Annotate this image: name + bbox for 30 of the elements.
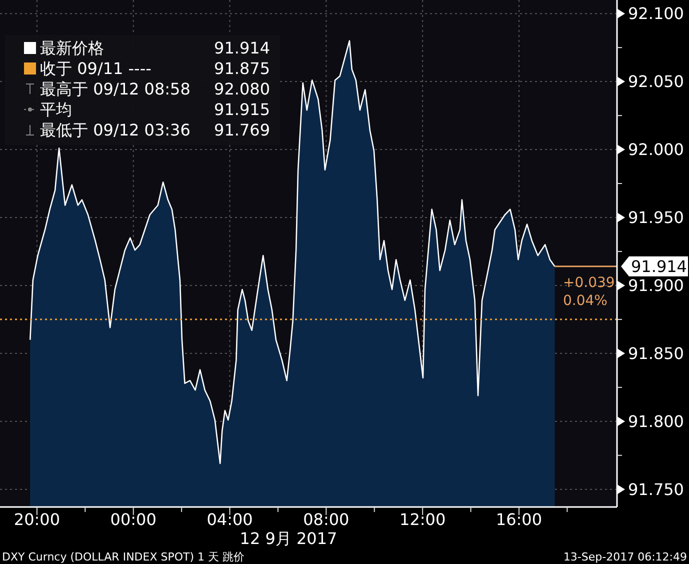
- x-axis-title: 12 9月 2017: [240, 529, 338, 548]
- legend-label: 收于 09/11 ----: [40, 59, 152, 78]
- text: 13-Sep-2017 06:12:49: [563, 550, 687, 564]
- legend-label: 最新价格: [40, 38, 104, 58]
- annotation: 最高于 09/12 08:58: [40, 80, 190, 98]
- y-tick-label: 91.750: [628, 480, 684, 499]
- ref-line-label: 91.914: [631, 256, 687, 276]
- y-tick-label: 92.000: [628, 140, 684, 160]
- annotation: 91.875: [214, 59, 270, 78]
- annotation: 0.04%: [563, 293, 608, 309]
- y-tick-label: 92.100: [628, 4, 684, 24]
- y-tick-label: 91.950: [628, 208, 684, 227]
- annotation: 92.080: [214, 80, 270, 98]
- annotation: +0.039: [563, 275, 615, 291]
- x-tick-label: 04:00: [206, 510, 253, 529]
- x-tick-label: 16:00: [496, 510, 542, 529]
- y-tick-label: 91.850: [628, 344, 684, 363]
- y-tick-label: 91.800: [628, 412, 684, 431]
- annotation: 平均: [40, 100, 72, 119]
- annotation: 91.914: [214, 38, 270, 58]
- annotation: 91.769: [214, 120, 270, 140]
- annotation: 91.915: [214, 100, 270, 119]
- y-tick-label: 91.900: [628, 276, 684, 295]
- annotation: 最低于 09/12 03:36: [40, 120, 190, 140]
- x-tick-label: 00:00: [110, 510, 156, 529]
- x-tick-label: 20:00: [14, 510, 60, 529]
- x-tick-label: 08:00: [303, 510, 350, 529]
- x-tick-label: 12:00: [400, 510, 446, 529]
- y-tick-label: 92.050: [628, 72, 684, 92]
- text: DXY Curncy (DOLLAR INDEX SPOT) 1 天 跳价: [2, 550, 245, 564]
